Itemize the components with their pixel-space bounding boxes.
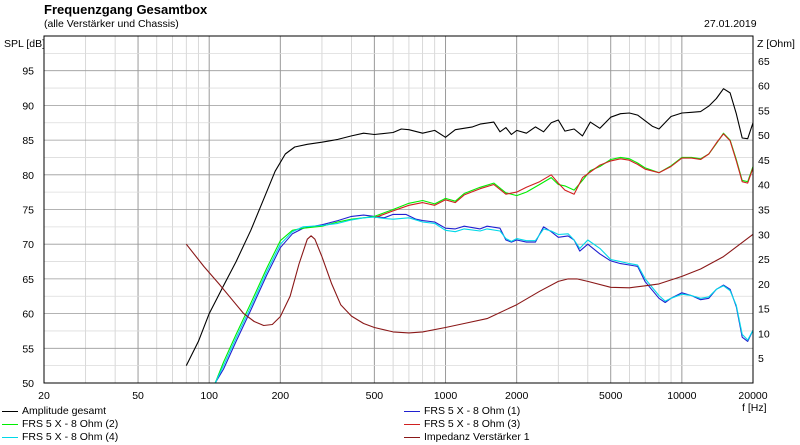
y-tick-label: 50	[22, 378, 34, 390]
y2-tick-label: 55	[758, 105, 770, 117]
y2-tick-label: 40	[758, 180, 770, 192]
y2-axis-label: Z [Ohm]	[757, 38, 795, 50]
legend-item-frs-3: FRS 5 X - 8 Ohm (3)	[404, 418, 520, 430]
x-tick-label: 200	[272, 390, 290, 402]
legend-swatch	[404, 436, 420, 438]
legend-swatch	[404, 423, 420, 425]
tick-labels: 20 50 100 200 500 1000 2000 5000 10000 20000 50 55 6…	[22, 56, 770, 402]
legend-swatch	[2, 423, 18, 425]
legend-item-frs-4: FRS 5 X - 8 Ohm (4)	[2, 431, 118, 443]
series-line-frs-5-x-8-ohm-2	[209, 132, 754, 384]
y2-tick-label: 25	[758, 254, 770, 266]
x-tick-label: 5000	[599, 390, 623, 402]
legend-label: FRS 5 X - 8 Ohm (3)	[424, 418, 521, 430]
chart-title: Frequenzgang Gesamtbox	[44, 2, 208, 17]
y-tick-label: 75	[22, 205, 34, 217]
legend-item-impedanz: Impedanz Verstärker 1	[404, 431, 530, 443]
y2-tick-label: 20	[758, 279, 770, 291]
x-tick-label: 2000	[505, 390, 529, 402]
y-tick-label: 65	[22, 274, 34, 286]
legend-swatch	[2, 410, 18, 412]
x-tick-label: 1000	[434, 390, 458, 402]
y-axis-label: SPL [dB]	[4, 38, 45, 50]
y-tick-label: 55	[22, 343, 34, 355]
y2-tick-label: 15	[758, 304, 770, 316]
x-tick-label: 20	[38, 390, 50, 402]
x-tick-label: 100	[200, 390, 218, 402]
series-line-frs-5-x-8-ohm-3	[374, 133, 754, 219]
series-line-amplitude-gesamt	[185, 88, 754, 366]
x-tick-label: 50	[132, 390, 144, 402]
y-tick-label: 85	[22, 135, 34, 147]
chart-subtitle: (alle Verstärker und Chassis)	[44, 18, 179, 30]
x-tick-label: 10000	[667, 390, 696, 402]
legend-swatch	[404, 410, 420, 412]
x-axis-label: f [Hz]	[742, 402, 767, 414]
y2-tick-label: 35	[758, 205, 770, 217]
series-line-impedanz-verst-rker-1	[185, 233, 754, 334]
legend-label: Amplitude gesamt	[22, 405, 107, 417]
y-tick-label: 60	[22, 309, 34, 321]
y2-tick-label: 5	[758, 353, 764, 365]
y2-tick-label: 45	[758, 155, 770, 167]
legend-swatch	[2, 436, 18, 438]
y2-tick-label: 10	[758, 328, 770, 340]
series-line-frs-5-x-8-ohm-4	[209, 216, 754, 384]
legend-label: Impedanz Verstärker 1	[424, 431, 530, 443]
legend-label: FRS 5 X - 8 Ohm (4)	[22, 431, 119, 443]
y2-tick-label: 50	[758, 130, 770, 142]
legend-item-frs-2: FRS 5 X - 8 Ohm (2)	[2, 418, 118, 430]
x-tick-label: 500	[366, 390, 384, 402]
legend-label: FRS 5 X - 8 Ohm (1)	[424, 405, 521, 417]
legend-label: FRS 5 X - 8 Ohm (2)	[22, 418, 119, 430]
y-tick-label: 80	[22, 170, 34, 182]
y2-tick-label: 60	[758, 81, 770, 93]
legend-item-amplitude-gesamt: Amplitude gesamt	[2, 405, 106, 417]
plot-frame	[43, 35, 754, 384]
y-tick-label: 95	[22, 66, 34, 78]
legend-item-frs-1: FRS 5 X - 8 Ohm (1)	[404, 405, 520, 417]
y2-tick-label: 65	[758, 56, 770, 68]
y2-tick-label: 30	[758, 229, 770, 241]
series-group	[185, 88, 754, 384]
chart-date: 27.01.2019	[704, 18, 757, 30]
series-line-frs-5-x-8-ohm-1	[186, 213, 754, 384]
x-tick-label: 20000	[738, 390, 767, 402]
y-tick-label: 70	[22, 239, 34, 251]
y-tick-label: 90	[22, 100, 34, 112]
